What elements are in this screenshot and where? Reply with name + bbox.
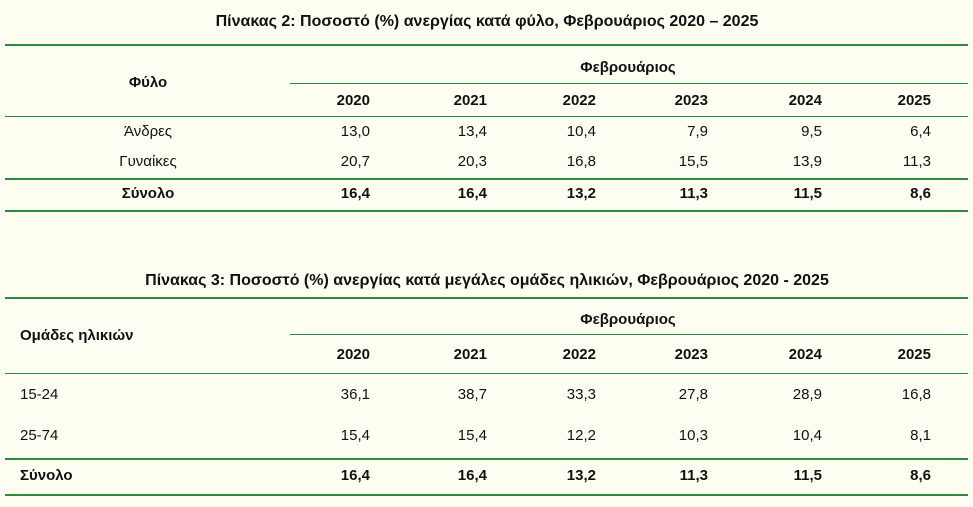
cell: 10,4 xyxy=(566,123,596,140)
cell: 6,4 xyxy=(910,123,931,140)
year-header: 2022 xyxy=(562,92,596,109)
cell: 12,2 xyxy=(566,427,596,444)
year-header: 2022 xyxy=(562,346,596,363)
total-cell: 16,4 xyxy=(457,467,487,484)
total-cell: 16,4 xyxy=(340,185,370,202)
cell: 10,3 xyxy=(678,427,708,444)
table-title: Πίνακας 2: Ποσοστό (%) ανεργίας κατά φύλ… xyxy=(215,13,759,30)
rule xyxy=(290,334,968,335)
row-label: 15-24 xyxy=(20,386,59,403)
row-label: Γυναίκες xyxy=(119,153,177,170)
year-header: 2025 xyxy=(897,92,931,109)
rule xyxy=(5,373,968,374)
total-cell: 11,5 xyxy=(793,467,822,484)
year-header: 2023 xyxy=(674,92,708,109)
row-header: Φύλο xyxy=(128,74,168,91)
cell: 13,9 xyxy=(792,153,822,170)
rule xyxy=(5,297,968,299)
cell: 15,4 xyxy=(340,427,370,444)
year-header: 2020 xyxy=(336,92,370,109)
row-label: 25-74 xyxy=(20,427,59,444)
total-label: Σύνολο xyxy=(20,467,73,484)
cell: 28,9 xyxy=(792,386,822,403)
total-cell: 16,4 xyxy=(457,185,487,202)
rule xyxy=(5,178,968,180)
rule xyxy=(290,83,968,84)
cell: 20,7 xyxy=(340,153,370,170)
cell: 11,3 xyxy=(902,153,931,170)
total-cell: 8,6 xyxy=(910,467,931,484)
year-header: 2024 xyxy=(788,346,822,363)
cell: 38,7 xyxy=(457,386,487,403)
year-header: 2020 xyxy=(336,346,370,363)
total-cell: 11,3 xyxy=(679,467,708,484)
total-cell: 13,2 xyxy=(566,185,596,202)
total-cell: 11,5 xyxy=(793,185,822,202)
row-header: Ομάδες ηλικιών xyxy=(20,327,134,344)
total-label: Σύνολο xyxy=(121,185,175,202)
cell: 16,8 xyxy=(566,153,596,170)
rule xyxy=(5,210,968,212)
total-cell: 13,2 xyxy=(566,467,596,484)
rule xyxy=(5,458,968,460)
total-cell: 16,4 xyxy=(340,467,370,484)
column-group: Φεβρουάριος xyxy=(580,59,676,76)
rule xyxy=(5,116,968,117)
cell: 16,8 xyxy=(901,386,931,403)
rule xyxy=(5,44,968,46)
cell: 9,5 xyxy=(801,123,822,140)
total-cell: 8,6 xyxy=(910,185,931,202)
year-header: 2023 xyxy=(674,346,708,363)
cell: 10,4 xyxy=(792,427,822,444)
cell: 13,4 xyxy=(457,123,487,140)
cell: 20,3 xyxy=(457,153,487,170)
table-title: Πίνακας 3: Ποσοστό (%) ανεργίας κατά μεγ… xyxy=(145,272,829,289)
year-header: 2025 xyxy=(897,346,931,363)
cell: 8,1 xyxy=(910,427,931,444)
total-cell: 11,3 xyxy=(679,185,708,202)
cell: 36,1 xyxy=(340,386,370,403)
cell: 15,4 xyxy=(457,427,487,444)
year-header: 2021 xyxy=(453,92,487,109)
year-header: 2021 xyxy=(453,346,487,363)
cell: 33,3 xyxy=(566,386,596,403)
row-label: Άνδρες xyxy=(123,123,173,140)
year-header: 2024 xyxy=(788,92,822,109)
cell: 13,0 xyxy=(340,123,370,140)
cell: 27,8 xyxy=(678,386,708,403)
cell: 7,9 xyxy=(687,123,708,140)
column-group: Φεβρουάριος xyxy=(580,311,676,328)
cell: 15,5 xyxy=(678,153,708,170)
rule xyxy=(5,494,968,496)
